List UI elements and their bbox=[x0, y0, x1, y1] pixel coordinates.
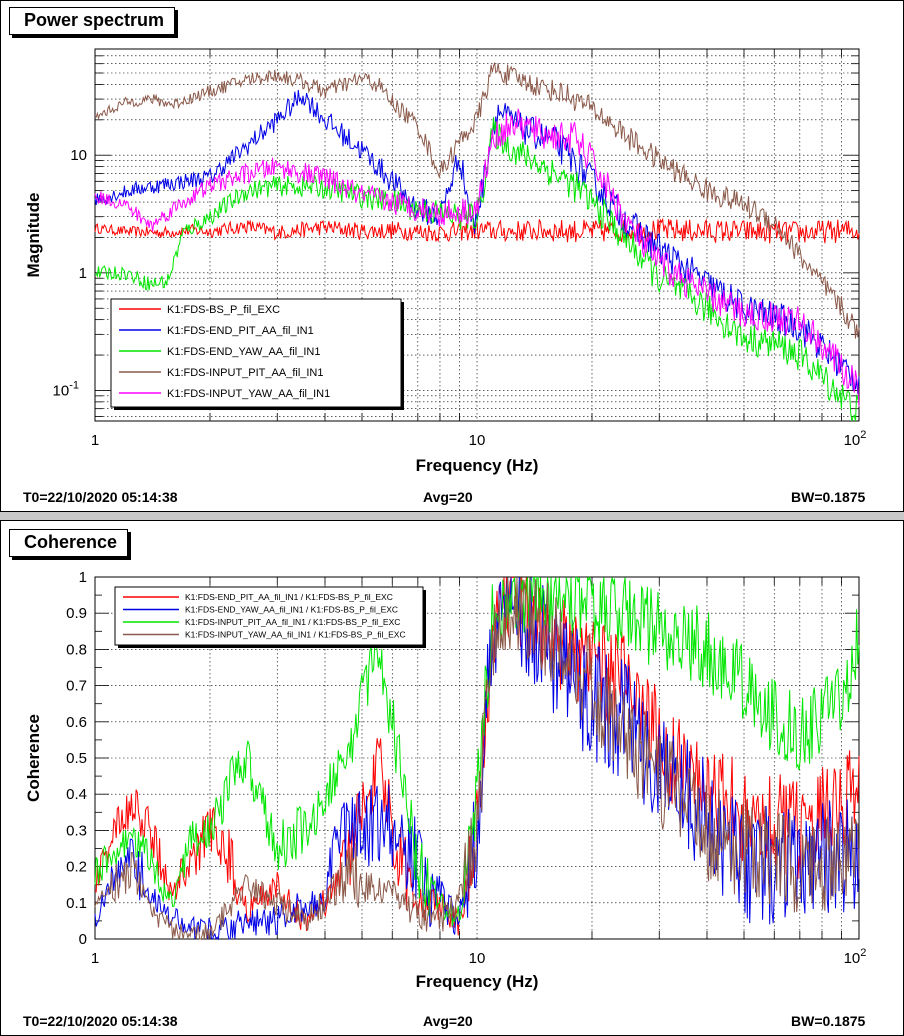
legend-label-1: K1:FDS-END_PIT_AA_fil_IN1 bbox=[167, 325, 314, 337]
power-spectrum-panel: Power spectrum 1 10 102 10-1 1 10 Frequency (H… bbox=[0, 0, 904, 512]
x-tick-label-2: 102 bbox=[844, 429, 867, 449]
legend-label-3: K1:FDS-INPUT_YAW_AA_fil_IN1 / K1:FDS-BS_… bbox=[185, 630, 406, 640]
chart-title: Coherence bbox=[9, 529, 129, 557]
legend-label-2: K1:FDS-INPUT_PIT_AA_fil_IN1 / K1:FDS-BS_… bbox=[185, 617, 400, 627]
y-tick-label-8: 0.8 bbox=[66, 641, 87, 658]
y-tick-label-5: 0.5 bbox=[66, 750, 87, 767]
coherence-plot: 1 10 102 0 0.1 0.2 0.3 0.4 0.5 0.6 0.7 0.8 0.9 1 Frequ… bbox=[24, 569, 867, 991]
y-tick-label-10: 1 bbox=[79, 569, 87, 586]
series-line-3 bbox=[94, 62, 860, 339]
y-tick-label-7: 0.7 bbox=[66, 678, 87, 695]
legend: K1:FDS-BS_P_fil_EXC K1:FDS-END_PIT_AA_fil… bbox=[110, 298, 404, 410]
footer-avg: Avg=20 bbox=[423, 489, 473, 505]
x-tick-label-0: 1 bbox=[91, 432, 99, 449]
footer-avg: Avg=20 bbox=[423, 1013, 473, 1029]
y-tick-label-6: 0.6 bbox=[66, 714, 87, 731]
panel-divider bbox=[0, 512, 904, 520]
grid bbox=[94, 48, 860, 421]
legend-label-0: K1:FDS-END_PIT_AA_fil_IN1 / K1:FDS-BS_P_… bbox=[185, 592, 393, 602]
series-line-0 bbox=[94, 576, 860, 936]
legend-label-2: K1:FDS-END_YAW_AA_fil_IN1 bbox=[167, 346, 320, 358]
legend-label-1: K1:FDS-END_YAW_AA_fil_IN1 / K1:FDS-BS_P_… bbox=[185, 605, 398, 615]
y-tick-label-4: 0.4 bbox=[66, 786, 87, 803]
footer-t0: T0=22/10/2020 05:14:38 bbox=[23, 489, 178, 505]
power-spectrum-plot: 1 10 102 10-1 1 10 Frequency (Hz) Magnitude K1:F… bbox=[24, 48, 867, 475]
x-tick-label-0: 1 bbox=[91, 950, 99, 967]
y-tick-label-0: 10-1 bbox=[53, 379, 79, 399]
chart-title: Power spectrum bbox=[9, 7, 176, 35]
footer-bw: BW=0.1875 bbox=[791, 1013, 866, 1029]
series-line-1 bbox=[94, 577, 860, 941]
legend-label-4: K1:FDS-INPUT_YAW_AA_fil_IN1 bbox=[167, 388, 330, 400]
y-tick-label-0: 0 bbox=[79, 931, 87, 948]
legend-label-0: K1:FDS-BS_P_fil_EXC bbox=[167, 304, 280, 316]
series-line-3 bbox=[94, 577, 860, 940]
y-tick-label-2: 10 bbox=[70, 147, 87, 164]
y-tick-label-2: 0.2 bbox=[66, 859, 87, 876]
x-tick-label-2: 102 bbox=[844, 947, 867, 967]
coherence-panel: Coherence 1 10 102 0 0.1 0.2 0.3 0.4 0.5 0.6 0.7 0.… bbox=[0, 520, 904, 1036]
y-tick-label-1: 1 bbox=[79, 265, 87, 282]
series-line-4 bbox=[94, 108, 860, 407]
y-tick-label-3: 0.3 bbox=[66, 822, 87, 839]
x-tick-label-1: 10 bbox=[469, 950, 486, 967]
plot-area bbox=[94, 575, 860, 941]
y-tick-label-9: 0.9 bbox=[66, 605, 87, 622]
minor-ticks bbox=[95, 576, 859, 940]
series-line-2 bbox=[94, 117, 860, 422]
x-axis-label: Frequency (Hz) bbox=[416, 972, 539, 991]
y-axis-label: Magnitude bbox=[24, 193, 43, 278]
footer-t0: T0=22/10/2020 05:14:38 bbox=[23, 1013, 178, 1029]
footer-bw: BW=0.1875 bbox=[791, 489, 866, 505]
x-axis-label: Frequency (Hz) bbox=[416, 456, 539, 475]
y-axis-label: Coherence bbox=[24, 714, 43, 802]
series-line-2 bbox=[94, 575, 860, 927]
x-tick-label-1: 10 bbox=[469, 432, 486, 449]
legend-label-3: K1:FDS-INPUT_PIT_AA_fil_IN1 bbox=[167, 367, 324, 379]
legend: K1:FDS-END_PIT_AA_fil_IN1 / K1:FDS-BS_P_… bbox=[114, 586, 426, 648]
y-tick-label-1: 0.1 bbox=[66, 895, 87, 912]
minor-ticks bbox=[95, 48, 859, 421]
plot-area bbox=[94, 48, 860, 422]
